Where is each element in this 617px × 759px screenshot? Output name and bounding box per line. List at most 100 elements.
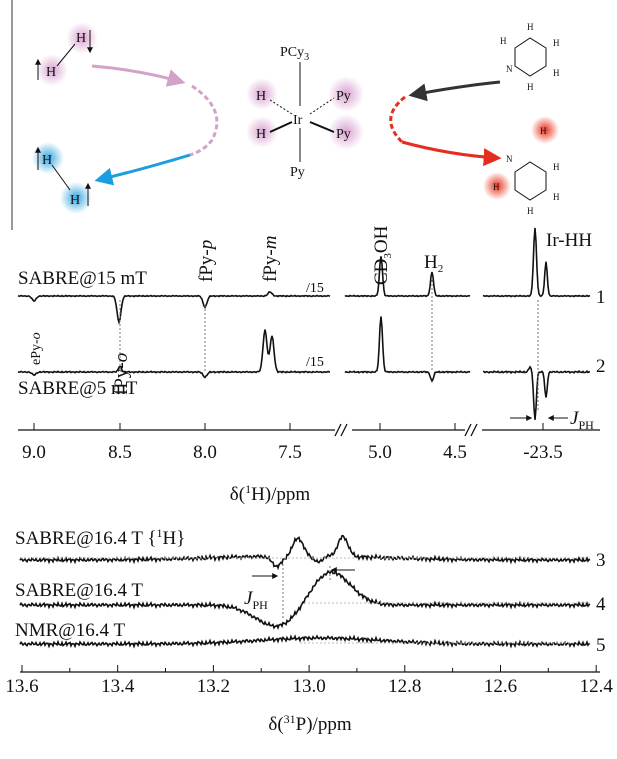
atom: H — [493, 182, 500, 192]
x-tick-label: 13.4 — [101, 676, 135, 697]
spectrum-trace — [344, 256, 471, 298]
trace-number: 4 — [596, 594, 606, 615]
glow — [60, 182, 92, 214]
spectrum-trace — [17, 329, 331, 379]
j-label: JPH — [244, 588, 268, 612]
axis-label: δ(31P)/ppm — [268, 712, 351, 735]
x-tick-label: 13.6 — [5, 676, 38, 697]
axis-label: δ( — [268, 714, 283, 735]
subscript: PH — [578, 418, 594, 432]
x-tick-label: -23.5 — [523, 442, 563, 463]
ligand: H — [256, 127, 266, 142]
ligand: Py — [290, 165, 305, 180]
atom: H — [553, 38, 560, 48]
atom: H — [527, 22, 534, 32]
peak-label: H — [424, 252, 438, 273]
trace-label: SABRE@5 mT — [18, 378, 138, 399]
superscript: 1 — [157, 526, 163, 540]
ligand: Py — [336, 127, 351, 142]
subscript: 3 — [304, 52, 309, 63]
peak-label: o — [111, 353, 132, 363]
axis-label: P)/ppm — [296, 714, 352, 735]
trace-label: SABRE@16.4 T { — [15, 528, 157, 549]
ligand: Py — [336, 89, 351, 104]
bond — [51, 164, 71, 191]
arrow — [94, 153, 191, 186]
bond — [269, 99, 293, 115]
peak-label: fPy- — [260, 249, 281, 282]
glow — [246, 78, 278, 110]
arrow — [389, 95, 406, 144]
ring — [514, 161, 547, 201]
trace-number: 3 — [596, 550, 606, 571]
bond — [309, 97, 335, 115]
spectrum-trace — [482, 365, 591, 420]
subscript: PH — [252, 598, 268, 612]
trace-number: 5 — [596, 635, 606, 656]
peak-label: ePy- — [29, 339, 44, 365]
atom: H — [527, 82, 534, 92]
atom: H — [42, 153, 52, 168]
bond — [56, 43, 76, 67]
ligand: H — [256, 89, 266, 104]
glow — [483, 172, 511, 200]
subscript: 3 — [382, 253, 394, 259]
superscript: 1 — [245, 482, 251, 496]
trace-label: NMR@16.4 T — [15, 620, 125, 641]
peak-label: H2 — [424, 252, 443, 275]
x-tick-label: 12.8 — [388, 676, 421, 697]
x-tick-label: 13.2 — [197, 676, 230, 697]
glow — [531, 116, 559, 144]
x-tick-label: 7.5 — [278, 442, 302, 463]
spectrum-trace — [482, 227, 591, 298]
glow — [328, 76, 364, 112]
atom: H — [70, 193, 80, 208]
x-tick-label: 8.5 — [108, 442, 132, 463]
trace-number: 2 — [596, 356, 606, 377]
spectrum-trace — [344, 316, 471, 383]
ligand: PCy — [280, 45, 304, 60]
peak-label: m — [260, 236, 281, 250]
atom: H — [500, 36, 507, 46]
arrow — [401, 140, 502, 167]
x-tick-label: 8.0 — [193, 442, 217, 463]
atom: N — [506, 154, 513, 164]
axis-label: H)/ppm — [251, 484, 310, 505]
axis-label: δ( — [230, 484, 245, 505]
peak-label: fPy- — [196, 249, 217, 282]
pyridine — [514, 37, 547, 201]
atom: H — [76, 31, 86, 46]
peak-label: OH — [371, 225, 392, 253]
scale-label: /15 — [306, 281, 324, 296]
trace-number: 1 — [596, 287, 606, 308]
spectrum-trace — [19, 634, 591, 649]
x-tick-label: 12.6 — [484, 676, 517, 697]
atom: N — [506, 64, 513, 74]
metal: Ir — [293, 113, 303, 128]
atom: H — [46, 65, 56, 80]
scale-label: /15 — [306, 355, 324, 370]
atom: H — [540, 126, 547, 136]
peak-label: CD — [371, 259, 392, 285]
bond — [309, 121, 335, 133]
j-label: JPH — [570, 408, 594, 432]
bond — [269, 121, 293, 133]
ring — [514, 37, 547, 77]
atom: H — [553, 162, 560, 172]
trace-label: SABRE@16.4 T — [15, 580, 143, 601]
peak-label: fPy-p — [196, 240, 217, 282]
spectrum-trace — [19, 569, 591, 631]
peak-label: ePy-o — [29, 332, 44, 365]
atom: H — [553, 68, 560, 78]
j-label: J — [244, 588, 254, 609]
x-tick-label: 9.0 — [22, 442, 46, 463]
axis-break — [334, 423, 478, 437]
x-tick-label: 4.5 — [443, 442, 467, 463]
subscript: 2 — [438, 263, 444, 275]
atom: H — [553, 192, 560, 202]
trace-label: H} — [163, 528, 186, 549]
superscript: 31 — [284, 712, 296, 726]
peak-label: Ir-HH — [546, 230, 592, 251]
trace-label: SABRE@16.4 T {1H} — [15, 526, 185, 549]
